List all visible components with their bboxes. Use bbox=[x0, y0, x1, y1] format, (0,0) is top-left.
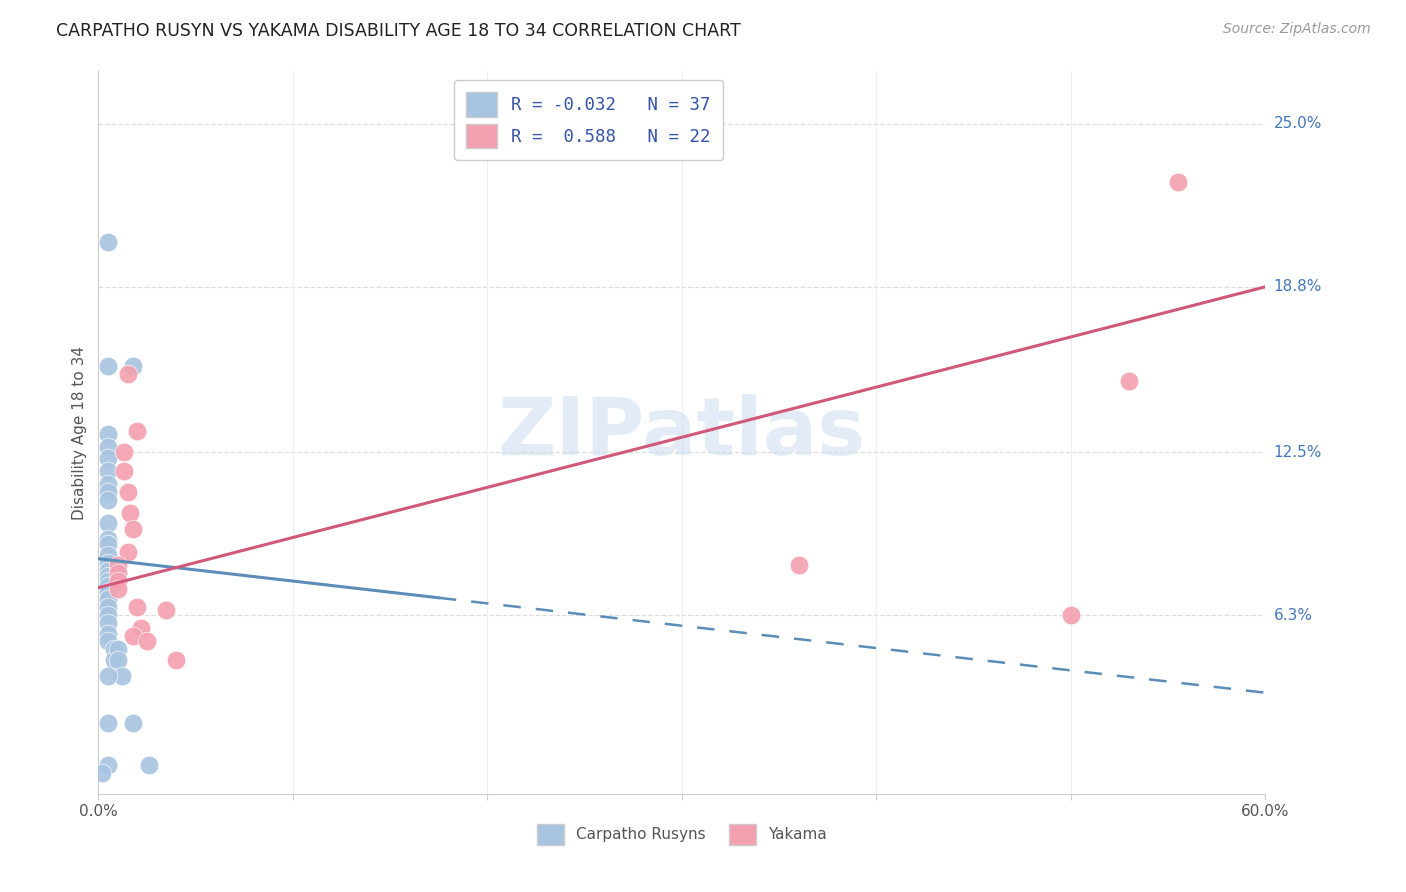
Point bbox=[97, 608, 120, 623]
Legend: Carpatho Rusyns, Yakama: Carpatho Rusyns, Yakama bbox=[530, 817, 834, 851]
Point bbox=[97, 626, 120, 640]
Point bbox=[136, 634, 159, 648]
Point bbox=[122, 629, 145, 643]
Point bbox=[103, 653, 125, 667]
Point bbox=[117, 484, 139, 499]
Point bbox=[97, 484, 120, 499]
Text: 12.5%: 12.5% bbox=[1274, 445, 1322, 459]
Text: 18.8%: 18.8% bbox=[1274, 279, 1322, 294]
Point bbox=[97, 574, 120, 588]
Point bbox=[97, 592, 120, 607]
Point bbox=[122, 522, 145, 536]
Point bbox=[155, 603, 177, 617]
Text: Source: ZipAtlas.com: Source: ZipAtlas.com bbox=[1223, 22, 1371, 37]
Point bbox=[97, 532, 120, 546]
Point bbox=[1118, 375, 1140, 389]
Point bbox=[97, 440, 120, 454]
Point bbox=[127, 425, 149, 439]
Point bbox=[97, 758, 120, 772]
Point bbox=[127, 600, 149, 615]
Point bbox=[122, 359, 145, 373]
Point bbox=[1167, 175, 1189, 189]
Point bbox=[112, 445, 135, 459]
Point bbox=[97, 464, 120, 478]
Point bbox=[97, 715, 120, 730]
Point bbox=[138, 758, 160, 772]
Point bbox=[107, 582, 129, 596]
Point bbox=[97, 600, 120, 615]
Point bbox=[97, 235, 120, 249]
Point bbox=[122, 715, 145, 730]
Point bbox=[165, 653, 187, 667]
Text: CARPATHO RUSYN VS YAKAMA DISABILITY AGE 18 TO 34 CORRELATION CHART: CARPATHO RUSYN VS YAKAMA DISABILITY AGE … bbox=[56, 22, 741, 40]
Point bbox=[97, 584, 120, 599]
Point bbox=[107, 653, 129, 667]
Point bbox=[118, 506, 141, 520]
Point bbox=[97, 569, 120, 583]
Point bbox=[103, 642, 125, 657]
Point bbox=[129, 621, 152, 635]
Point bbox=[97, 476, 120, 491]
Point bbox=[107, 566, 129, 581]
Y-axis label: Disability Age 18 to 34: Disability Age 18 to 34 bbox=[72, 345, 87, 520]
Point bbox=[97, 579, 120, 593]
Point bbox=[107, 642, 129, 657]
Point bbox=[97, 359, 120, 373]
Point bbox=[117, 545, 139, 559]
Point bbox=[97, 668, 120, 682]
Point bbox=[107, 558, 129, 573]
Point bbox=[97, 450, 120, 465]
Point bbox=[97, 492, 120, 507]
Point bbox=[97, 548, 120, 562]
Point bbox=[97, 516, 120, 531]
Point bbox=[111, 668, 134, 682]
Point bbox=[1060, 608, 1083, 623]
Point bbox=[107, 574, 129, 588]
Text: 6.3%: 6.3% bbox=[1274, 607, 1313, 623]
Point bbox=[117, 367, 139, 381]
Point bbox=[787, 558, 810, 573]
Point bbox=[97, 426, 120, 441]
Point bbox=[91, 765, 114, 780]
Point bbox=[97, 556, 120, 570]
Point bbox=[97, 537, 120, 551]
Text: ZIPatlas: ZIPatlas bbox=[498, 393, 866, 472]
Point bbox=[97, 564, 120, 578]
Point bbox=[112, 464, 135, 478]
Point bbox=[97, 634, 120, 648]
Point bbox=[97, 616, 120, 631]
Text: 25.0%: 25.0% bbox=[1274, 117, 1322, 131]
